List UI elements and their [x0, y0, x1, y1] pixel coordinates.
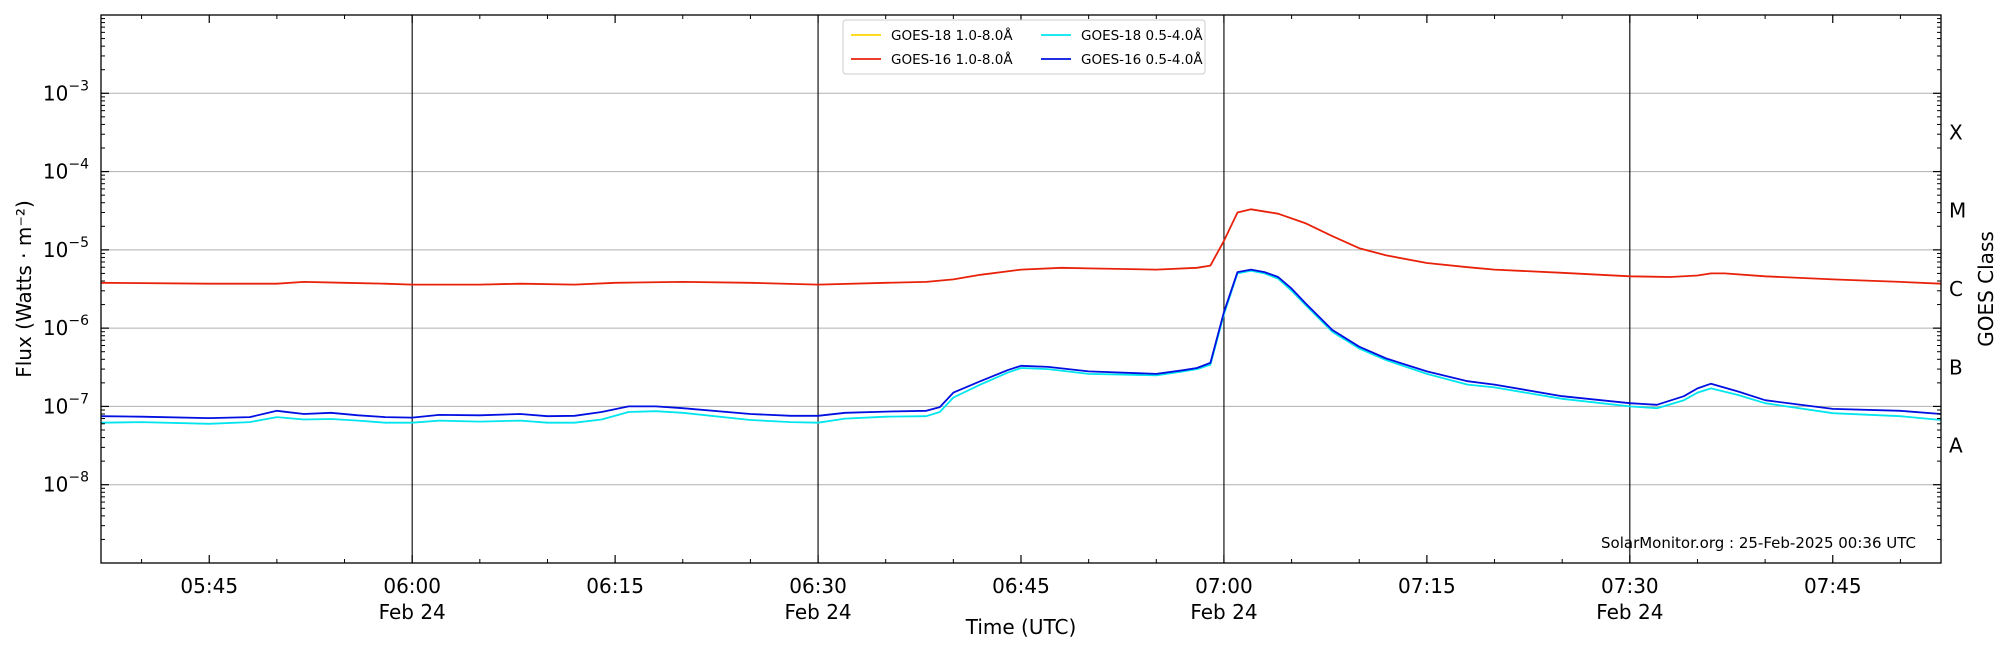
y-tick-base: 10	[43, 473, 68, 497]
y-tick-label: 10−8	[43, 470, 89, 497]
legend-box	[842, 19, 1206, 75]
y-axis-title: Flux (Watts · m⁻²)	[12, 200, 36, 378]
gridlines	[101, 92, 1941, 486]
y-tick-exponent: −6	[68, 313, 89, 329]
series-line-1	[100, 208, 1942, 286]
goes-class-b: B	[1949, 355, 1963, 379]
y-tick-base: 10	[43, 81, 68, 105]
y-tick-label: 10−4	[43, 157, 89, 184]
legend-label: GOES-16 0.5-4.0Å	[1081, 51, 1203, 68]
y-tick-exponent: −4	[68, 157, 89, 173]
legend-label: GOES-16 1.0-8.0Å	[891, 51, 1013, 68]
y-tick-exponent: −7	[68, 391, 89, 407]
x-tick-label: 06:00	[383, 574, 441, 598]
series-line-3	[100, 268, 1942, 420]
x-tick-label: 06:45	[992, 574, 1050, 598]
y-tick-exponent: −5	[68, 235, 89, 251]
y-tick-base: 10	[43, 238, 68, 262]
x-tick-date: Feb 24	[379, 600, 446, 624]
y-tick-exponent: −8	[68, 470, 89, 486]
goes-class-c: C	[1949, 277, 1963, 301]
goes-class-labels: A B C M X	[1949, 120, 1966, 457]
x-tick-label: 06:30	[789, 574, 847, 598]
x-tick-date: Feb 24	[784, 600, 851, 624]
y-tick-label: 10−5	[43, 235, 89, 262]
x-tick-date: Feb 24	[1596, 600, 1663, 624]
date-boundary-lines	[411, 15, 1631, 563]
y-tick-label: 10−7	[43, 391, 89, 418]
x-tick-label: 05:45	[180, 574, 238, 598]
y-tick-base: 10	[43, 316, 68, 340]
goes-class-a: A	[1949, 434, 1963, 458]
series-line-2	[100, 269, 1942, 425]
y-axis-ticks: 10−810−710−610−510−410−3	[43, 18, 1941, 540]
series-layer	[100, 208, 1942, 425]
y-tick-label: 10−6	[43, 313, 89, 340]
x-tick-label: 07:45	[1804, 574, 1862, 598]
legend-label: GOES-18 0.5-4.0Å	[1081, 27, 1203, 44]
y-tick-exponent: −3	[68, 78, 89, 94]
right-axis-title: GOES Class	[1974, 231, 1998, 347]
credit-text: SolarMonitor.org : 25-Feb-2025 00:36 UTC	[1601, 534, 1916, 552]
x-axis-title: Time (UTC)	[965, 615, 1077, 639]
x-tick-label: 07:15	[1398, 574, 1456, 598]
legend-label: GOES-18 1.0-8.0Å	[891, 27, 1013, 44]
x-tick-label: 06:15	[586, 574, 644, 598]
y-tick-base: 10	[43, 394, 68, 418]
y-tick-label: 10−3	[43, 78, 89, 105]
x-tick-label: 07:30	[1601, 574, 1659, 598]
goes-class-x: X	[1949, 120, 1963, 144]
y-tick-base: 10	[43, 160, 68, 184]
legend: GOES-18 1.0-8.0Å GOES-16 1.0-8.0Å GOES-18 …	[842, 19, 1206, 75]
goes-class-m: M	[1949, 199, 1966, 223]
x-tick-label: 07:00	[1195, 574, 1253, 598]
x-tick-date: Feb 24	[1190, 600, 1257, 624]
